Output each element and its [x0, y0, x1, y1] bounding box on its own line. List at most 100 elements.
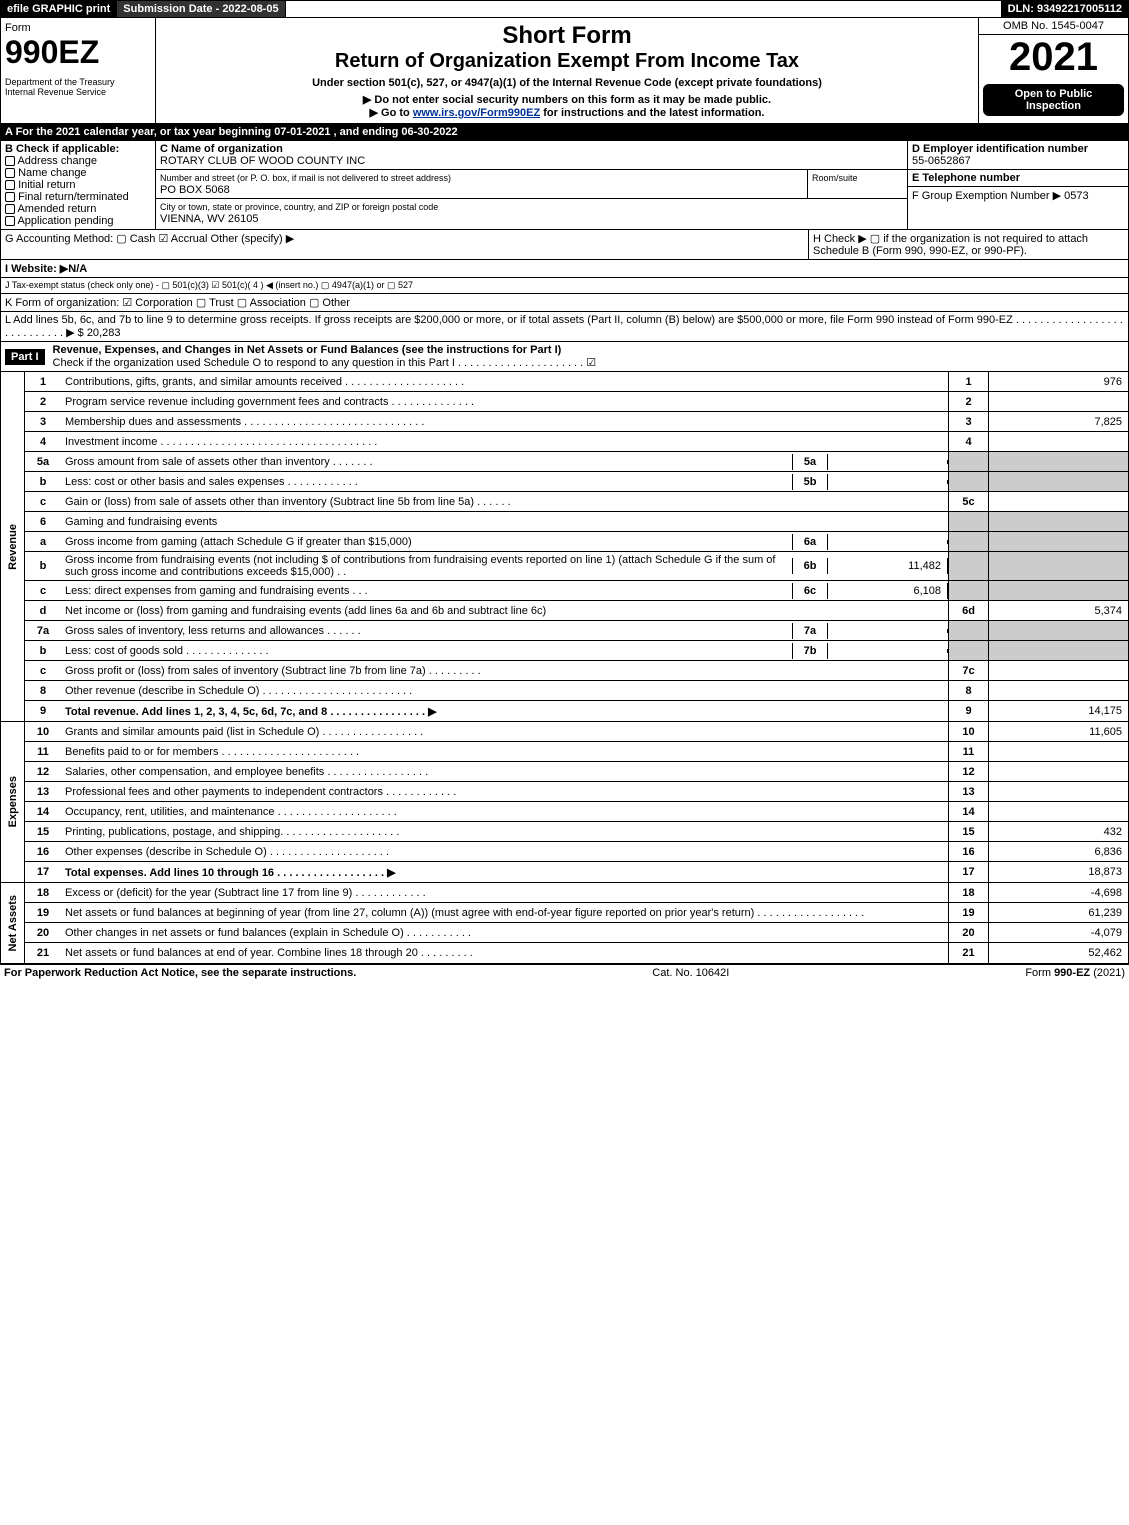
ln: c	[25, 583, 61, 599]
lb: 20	[948, 923, 988, 942]
b-item: Address change	[17, 155, 97, 167]
ln: 18	[25, 885, 61, 901]
la: 5,374	[988, 601, 1128, 620]
ld: Less: cost or other basis and sales expe…	[61, 474, 792, 490]
revenue-section: Revenue 1Contributions, gifts, grants, a…	[0, 372, 1129, 722]
ld: Salaries, other compensation, and employ…	[61, 764, 948, 780]
line-h: H Check ▶ ▢ if the organization is not r…	[808, 230, 1128, 259]
lb: 18	[948, 883, 988, 902]
lb: 13	[948, 782, 988, 801]
ld: Gross income from fundraising events (no…	[61, 552, 792, 580]
ln: c	[25, 663, 61, 679]
b-label: B Check if applicable:	[5, 143, 119, 155]
ld: Occupancy, rent, utilities, and maintena…	[61, 804, 948, 820]
ln: 14	[25, 804, 61, 820]
ln: 4	[25, 434, 61, 450]
sa	[828, 480, 948, 484]
la	[988, 532, 1128, 551]
main-title: Return of Organization Exempt From Incom…	[160, 50, 974, 73]
irs-link[interactable]: www.irs.gov/Form990EZ	[413, 107, 540, 119]
ln: 21	[25, 945, 61, 961]
section-c: C Name of organization ROTARY CLUB OF WO…	[156, 141, 908, 229]
ld: Net assets or fund balances at beginning…	[61, 905, 948, 921]
website: I Website: ▶N/A	[5, 263, 87, 275]
ld: Total expenses. Add lines 10 through 16 …	[61, 864, 948, 881]
title-block: Form 990EZ Department of the Treasury In…	[0, 18, 1129, 124]
c-label: C Name of organization	[160, 143, 283, 155]
d-label: D Employer identification number	[912, 143, 1088, 155]
ln: 5a	[25, 454, 61, 470]
la	[988, 392, 1128, 411]
netassets-body: 18Excess or (deficit) for the year (Subt…	[25, 883, 1128, 963]
la: 7,825	[988, 412, 1128, 431]
b-item: Application pending	[17, 215, 113, 227]
ln: 17	[25, 864, 61, 880]
la	[988, 552, 1128, 580]
ld: Less: cost of goods sold . . . . . . . .…	[61, 643, 792, 659]
la: -4,079	[988, 923, 1128, 942]
section-def: D Employer identification number 55-0652…	[908, 141, 1128, 229]
la	[988, 742, 1128, 761]
chk-final[interactable]	[5, 192, 15, 202]
footer-right: Form 990-EZ (2021)	[1025, 967, 1125, 979]
chk-address[interactable]	[5, 156, 15, 166]
line-a: A For the 2021 calendar year, or tax yea…	[0, 124, 1129, 141]
netassets-sidelabel: Net Assets	[1, 883, 25, 963]
ln: 6	[25, 514, 61, 530]
ld: Gross profit or (loss) from sales of inv…	[61, 663, 948, 679]
ln: c	[25, 494, 61, 510]
city: VIENNA, WV 26105	[160, 213, 258, 225]
la: 11,605	[988, 722, 1128, 741]
la	[988, 782, 1128, 801]
ln: 13	[25, 784, 61, 800]
form-number: 990EZ	[5, 34, 151, 71]
under-section: Under section 501(c), 527, or 4947(a)(1)…	[160, 77, 974, 89]
chk-pending[interactable]	[5, 216, 15, 226]
expenses-sidelabel: Expenses	[1, 722, 25, 882]
ld: Net assets or fund balances at end of ye…	[61, 945, 948, 961]
title-right: OMB No. 1545-0047 2021 Open to Public In…	[978, 18, 1128, 123]
street: PO BOX 5068	[160, 184, 230, 196]
la	[988, 661, 1128, 680]
ld: Program service revenue including govern…	[61, 394, 948, 410]
efile-print[interactable]: efile GRAPHIC print	[1, 1, 117, 17]
ld: Gross sales of inventory, less returns a…	[61, 623, 792, 639]
la: 18,873	[988, 862, 1128, 882]
tax-status: J Tax-exempt status (check only one) - ▢…	[1, 278, 417, 293]
la	[988, 452, 1128, 471]
chk-name[interactable]	[5, 168, 15, 178]
la	[988, 432, 1128, 451]
ld: Benefits paid to or for members . . . . …	[61, 744, 948, 760]
la: 6,836	[988, 842, 1128, 861]
ln: 8	[25, 683, 61, 699]
chk-initial[interactable]	[5, 180, 15, 190]
chk-amended[interactable]	[5, 204, 15, 214]
lb	[948, 512, 988, 531]
lb: 3	[948, 412, 988, 431]
line-l: L Add lines 5b, 6c, and 7b to line 9 to …	[0, 312, 1129, 342]
footer-mid: Cat. No. 10642I	[652, 967, 729, 979]
sb: 7a	[792, 623, 828, 639]
lb: 9	[948, 701, 988, 721]
ln: 10	[25, 724, 61, 740]
ld: Professional fees and other payments to …	[61, 784, 948, 800]
revenue-sidelabel: Revenue	[1, 372, 25, 721]
lb: 17	[948, 862, 988, 882]
lb	[948, 532, 988, 551]
lb: 4	[948, 432, 988, 451]
lb: 11	[948, 742, 988, 761]
ld: Contributions, gifts, grants, and simila…	[61, 374, 948, 390]
ld: Gaming and fundraising events	[61, 514, 948, 530]
sb: 6b	[792, 558, 828, 574]
lb: 15	[948, 822, 988, 841]
open-public: Open to Public Inspection	[983, 84, 1124, 116]
la	[988, 512, 1128, 531]
lb	[948, 641, 988, 660]
la	[988, 472, 1128, 491]
part1-check: Check if the organization used Schedule …	[53, 357, 597, 369]
lb: 7c	[948, 661, 988, 680]
sb: 7b	[792, 643, 828, 659]
expenses-section: Expenses 10Grants and similar amounts pa…	[0, 722, 1129, 883]
lb	[948, 552, 988, 580]
ld: Total revenue. Add lines 1, 2, 3, 4, 5c,…	[61, 703, 948, 720]
